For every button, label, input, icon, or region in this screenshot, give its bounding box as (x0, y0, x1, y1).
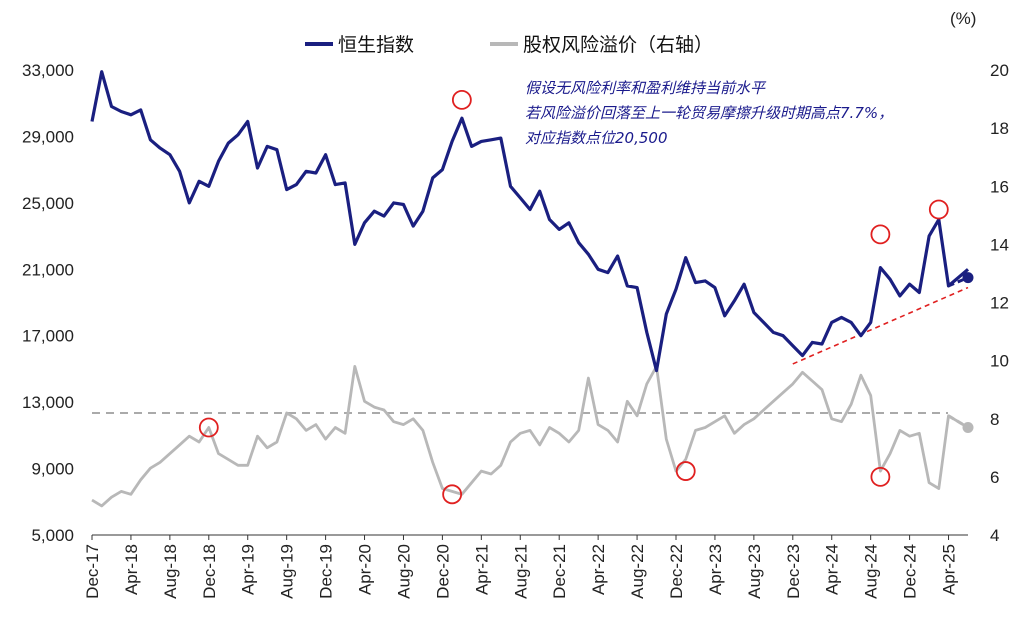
right-tick-label: 18 (990, 119, 1009, 138)
x-tick-label: Apr-22 (589, 544, 608, 595)
legend-label-hsi: 恒生指数 (338, 34, 414, 56)
x-tick-label: Dec-19 (317, 544, 336, 599)
right-tick-label: 12 (990, 294, 1009, 313)
left-tick-label: 29,000 (22, 127, 74, 146)
right-tick-label: 14 (990, 235, 1009, 254)
right-tick-label: 16 (990, 177, 1009, 196)
x-tick-label: Apr-19 (239, 544, 258, 595)
left-tick-label: 5,000 (31, 526, 74, 545)
annotation-text: 假设无风险利率和盈利维持当前水平 若风险溢价回落至上一轮贸易摩擦升级时期高点7.… (525, 79, 893, 147)
annotation-line-2: 若风险溢价回落至上一轮贸易摩擦升级时期高点7.7%， (525, 104, 893, 122)
left-tick-label: 9,000 (31, 460, 74, 479)
x-tick-label: Dec-23 (784, 544, 803, 599)
x-tick-label: Dec-18 (200, 544, 219, 599)
x-tick-label: Aug-23 (745, 544, 764, 599)
right-tick-label: 8 (990, 410, 999, 429)
x-tick-label: Aug-19 (278, 544, 297, 599)
left-tick-label: 33,000 (22, 61, 74, 80)
x-tick-label: Aug-22 (628, 544, 647, 599)
right-tick-label: 20 (990, 61, 1009, 80)
x-tick-label: Apr-25 (940, 544, 959, 595)
series-line-erp (91, 364, 969, 508)
x-tick-label: Apr-21 (472, 544, 491, 595)
x-tick-label: Aug-21 (511, 544, 530, 599)
legend-label-erp: 股权风险溢价（右轴） (523, 34, 713, 56)
series-line-hsi (90, 70, 970, 373)
right-axis-unit: (%) (950, 9, 976, 28)
highlight-circle (675, 461, 696, 481)
x-tick-label: Dec-17 (83, 544, 102, 599)
x-tick-label: Apr-23 (706, 544, 725, 595)
left-tick-label: 17,000 (22, 327, 74, 346)
projection-line-erp (947, 414, 969, 429)
annotation-line-1: 假设无风险利率和盈利维持当前水平 (525, 79, 767, 97)
highlight-circle (870, 224, 891, 245)
x-tick-label: Dec-21 (550, 544, 569, 599)
left-tick-label: 21,000 (22, 260, 74, 279)
x-tick-label: Aug-18 (161, 544, 180, 599)
left-tick-label: 25,000 (22, 194, 74, 213)
right-tick-label: 4 (990, 526, 999, 545)
highlight-circle (451, 89, 472, 110)
x-tick-label: Dec-24 (901, 544, 920, 599)
axes-layer: 5,000 9,000 13,000 17,000 21,000 25,000 29,000… (22, 61, 1009, 599)
x-tick-label: Apr-24 (823, 544, 842, 595)
x-tick-label: Aug-20 (394, 544, 413, 599)
highlight-circle (870, 466, 891, 487)
highlight-circle (442, 484, 463, 505)
highlight-circle (198, 417, 219, 438)
projection-point-hsi (962, 272, 974, 284)
x-tick-label: Dec-20 (433, 544, 452, 599)
right-tick-label: 10 (990, 352, 1009, 371)
highlight-circle (928, 199, 949, 220)
x-tick-label: Apr-20 (356, 544, 375, 595)
x-tick-label: Dec-22 (667, 544, 686, 599)
annotation-line-3: 对应指数点位20,500 (525, 129, 668, 147)
highlight-markers (198, 89, 949, 505)
reference-lines (92, 286, 969, 414)
right-tick-label: 6 (990, 468, 999, 487)
series-layer (90, 70, 974, 508)
legend: 恒生指数 股权风险溢价（右轴） (305, 34, 713, 56)
x-tick-label: Aug-24 (862, 544, 881, 599)
left-tick-label: 13,000 (22, 393, 74, 412)
x-tick-label: Apr-18 (122, 544, 141, 595)
projection-point-erp (962, 421, 974, 433)
projection-line-hsi (947, 276, 969, 288)
trend-line (792, 286, 969, 365)
